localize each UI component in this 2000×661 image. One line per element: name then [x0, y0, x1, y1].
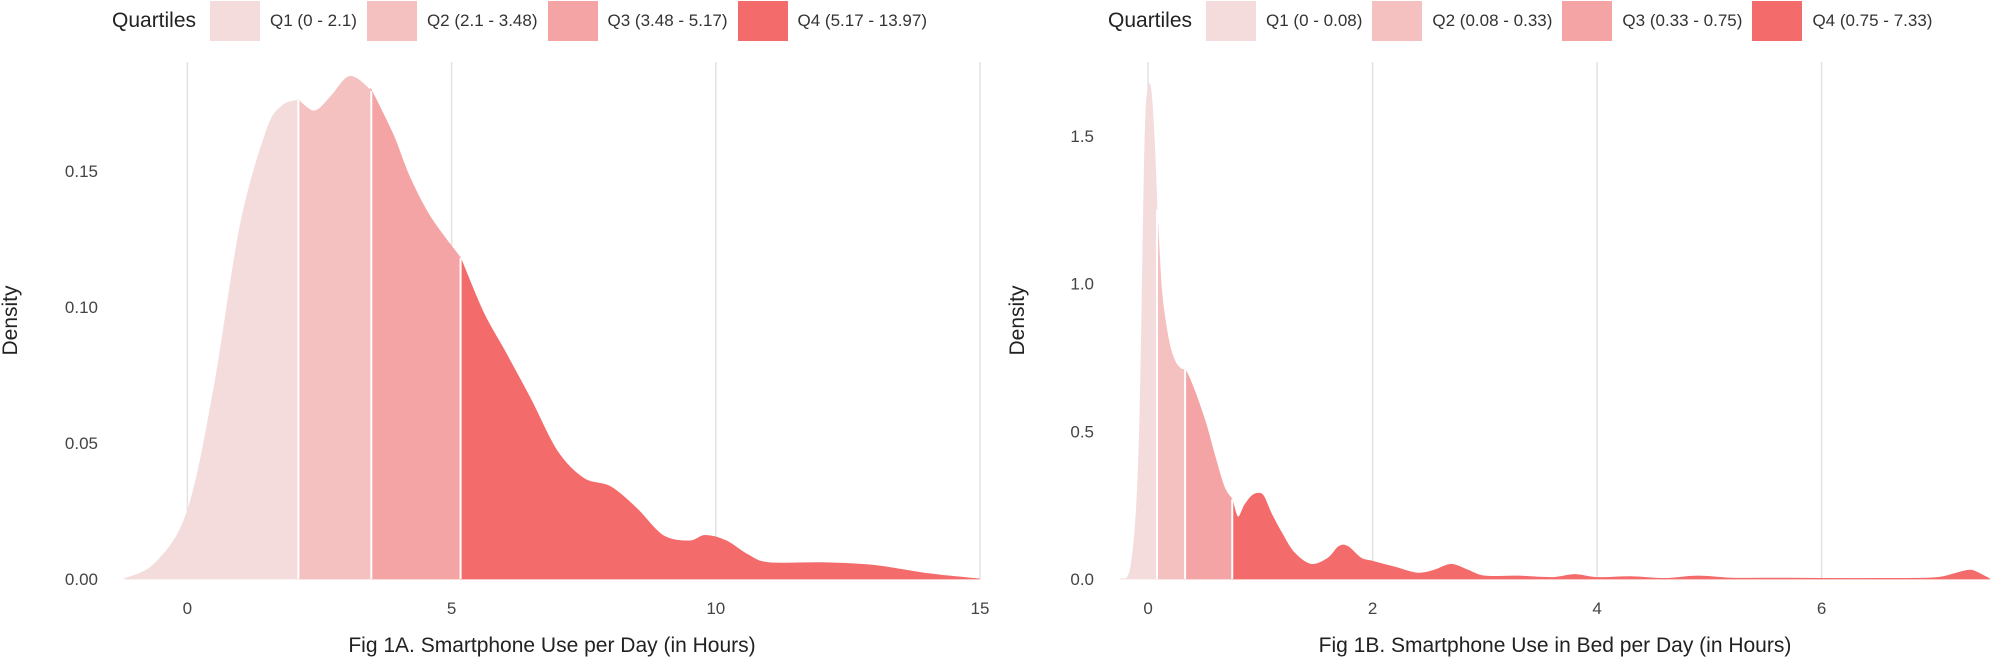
legend-label: Q2 (0.08 - 0.33) — [1432, 11, 1553, 30]
density-area-q4 — [1231, 492, 1991, 580]
density-area-q1 — [1119, 83, 1158, 580]
x-tick-label: 4 — [1592, 599, 1601, 618]
legend-label: Q4 (0.75 - 7.33) — [1812, 11, 1933, 30]
x-tick-label: 5 — [447, 599, 456, 618]
legend-label: Q4 (5.17 - 13.97) — [797, 11, 927, 30]
legend-item-q4: Q4 (5.17 - 13.97) — [737, 1, 927, 41]
legend-swatch — [210, 1, 261, 41]
legend-item-q4: Q4 (0.75 - 7.33) — [1752, 1, 1932, 41]
density-area-q2 — [1156, 209, 1186, 580]
legend-swatch — [1752, 1, 1803, 41]
legend-item-q2: Q2 (2.1 - 3.48) — [366, 1, 538, 41]
legend-title: Quartiles — [1108, 9, 1193, 32]
figure-panel-a: Quartiles Q1 (0 - 2.1) Q2 (2.1 - 3.48) Q… — [0, 0, 990, 657]
legend-label: Q2 (2.1 - 3.48) — [426, 11, 538, 30]
y-tick-label: 0.05 — [65, 434, 98, 453]
legend-item-q1: Q1 (0 - 2.1) — [210, 1, 357, 41]
y-tick-label: 1.5 — [1070, 127, 1094, 146]
x-tick-label: 15 — [971, 599, 990, 618]
x-tick-label: 10 — [706, 599, 725, 618]
legend-label: Q1 (0 - 0.08) — [1266, 11, 1363, 30]
y-tick-label: 0.0 — [1070, 570, 1094, 589]
density-area-q2 — [297, 75, 372, 580]
legend: Quartiles Q1 (0 - 2.1) Q2 (2.1 - 3.48) Q… — [112, 0, 937, 42]
legend-item-q3: Q3 (3.48 - 5.17) — [547, 1, 728, 41]
density-plot-b: 0 2 4 6 0.0 0.5 1.0 1.5 Fig 1B. Smartphone Use i… — [1006, 62, 1991, 657]
legend-swatch — [1562, 1, 1613, 41]
y-tick-label: 0.15 — [65, 162, 98, 181]
legend-swatch — [547, 1, 598, 41]
density-area-q3 — [1184, 369, 1233, 580]
x-tick-label: 0 — [183, 599, 192, 618]
legend-swatch — [1372, 1, 1423, 41]
density-plot-a: 0 5 10 15 0.00 0.05 0.10 0.15 Fig 1A. Smartphone… — [0, 62, 990, 657]
legend-swatch — [366, 1, 417, 41]
y-tick-label: 0.5 — [1070, 422, 1094, 441]
x-tick-label: 6 — [1817, 599, 1826, 618]
legend-swatch — [1206, 1, 1257, 41]
y-tick-label: 0.10 — [65, 298, 98, 317]
y-tick-label: 1.0 — [1070, 275, 1094, 294]
legend-title: Quartiles — [112, 9, 197, 32]
legend: Quartiles Q1 (0 - 0.08) Q2 (0.08 - 0.33)… — [1108, 0, 1942, 42]
legend-label: Q1 (0 - 2.1) — [270, 11, 357, 30]
legend-item-q1: Q1 (0 - 0.08) — [1206, 1, 1362, 41]
legend-item-q3: Q3 (0.33 - 0.75) — [1562, 1, 1742, 41]
legend-label: Q3 (0.33 - 0.75) — [1622, 11, 1743, 30]
legend-label: Q3 (3.48 - 5.17) — [607, 11, 728, 30]
figure-panel-b: Quartiles Q1 (0 - 0.08) Q2 (0.08 - 0.33)… — [1000, 0, 2000, 661]
x-axis-title: Fig 1B. Smartphone Use in Bed per Day (i… — [1319, 634, 1792, 657]
x-tick-label: 2 — [1368, 599, 1377, 618]
density-area-q1 — [123, 99, 299, 580]
legend-item-q2: Q2 (0.08 - 0.33) — [1372, 1, 1552, 41]
y-axis-title: Density — [1006, 285, 1029, 356]
y-tick-label: 0.00 — [65, 570, 98, 589]
x-tick-label: 0 — [1143, 599, 1152, 618]
legend-swatch — [737, 1, 788, 41]
density-area-q4 — [460, 257, 981, 580]
y-axis-title: Density — [0, 285, 22, 356]
x-axis-title: Fig 1A. Smartphone Use per Day (in Hours… — [348, 634, 755, 657]
density-area-q3 — [370, 88, 461, 580]
